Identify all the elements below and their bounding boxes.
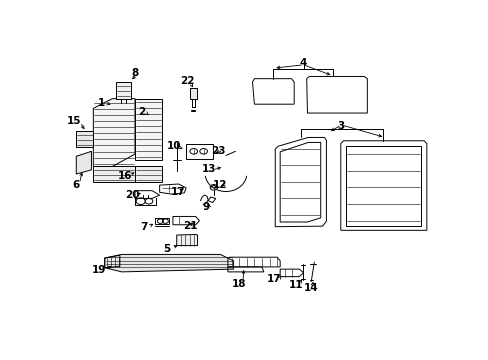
Polygon shape — [76, 131, 93, 147]
Text: 21: 21 — [183, 221, 198, 231]
Polygon shape — [189, 87, 196, 99]
Polygon shape — [135, 99, 161, 159]
Text: 13: 13 — [201, 164, 216, 174]
Text: 23: 23 — [211, 146, 225, 156]
Text: 20: 20 — [125, 190, 140, 200]
Text: 19: 19 — [92, 265, 106, 275]
Text: 9: 9 — [202, 202, 209, 212]
Text: 12: 12 — [213, 180, 227, 190]
Text: 4: 4 — [299, 58, 307, 68]
Text: 8: 8 — [131, 68, 139, 78]
Text: 3: 3 — [337, 121, 344, 131]
Text: 15: 15 — [67, 116, 81, 126]
Text: 5: 5 — [163, 244, 170, 254]
Text: 17: 17 — [170, 187, 185, 197]
Text: 16: 16 — [118, 171, 133, 181]
Text: 7: 7 — [140, 222, 147, 232]
Text: 17: 17 — [266, 274, 281, 284]
Text: 11: 11 — [288, 280, 303, 290]
Polygon shape — [76, 151, 91, 174]
Polygon shape — [176, 234, 197, 246]
Text: 14: 14 — [304, 283, 318, 293]
Polygon shape — [135, 166, 161, 183]
Text: 6: 6 — [72, 180, 79, 190]
Text: 22: 22 — [179, 76, 194, 86]
Text: 10: 10 — [166, 141, 181, 151]
Polygon shape — [104, 255, 233, 272]
Text: 18: 18 — [231, 279, 246, 289]
Polygon shape — [93, 99, 135, 167]
Text: 2: 2 — [138, 107, 145, 117]
Text: 1: 1 — [98, 98, 105, 108]
Polygon shape — [93, 166, 135, 183]
Polygon shape — [116, 82, 131, 99]
